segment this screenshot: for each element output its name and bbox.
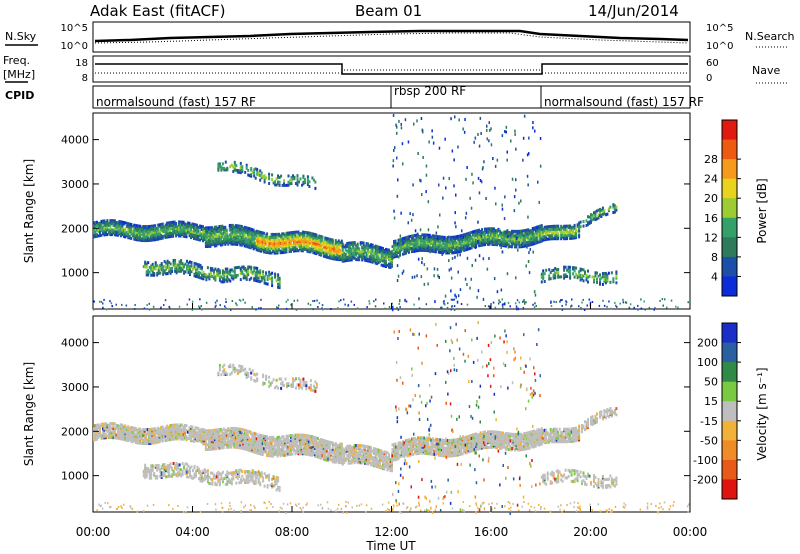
- velocity-colorbar-swatch: [722, 440, 737, 461]
- velocity-colorbar-tick-label: -15: [700, 415, 718, 428]
- velocity-colorbar-tick-label: 50: [704, 376, 718, 389]
- power-ytick-label: 1000: [61, 267, 89, 280]
- power-colorbar-tick-label: 8: [711, 251, 718, 264]
- freq-tick-bottom: 8: [82, 73, 88, 84]
- sky-tick-top: 10^5: [61, 23, 88, 34]
- power-colorbar-tick-label: 28: [704, 153, 718, 166]
- power-colorbar: 4 8 12 16 20 24 28: [704, 119, 741, 297]
- nsearch-trace: [94, 32, 689, 44]
- cpid-segment-2: rbsp 200 RF: [394, 84, 466, 98]
- power-colorbar-swatch: [722, 276, 737, 297]
- velocity-ytick-label: 2000: [61, 425, 89, 438]
- time-tick-label: 20:00: [573, 525, 608, 539]
- time-axis-label: Time UT: [365, 539, 416, 553]
- nave-label: Nave: [752, 64, 780, 77]
- beam-title: Beam 01: [355, 2, 422, 20]
- time-tick-label: 00:00: [76, 525, 111, 539]
- nave-trace: [95, 69, 688, 74]
- power-colorbar-label: Power [dB]: [755, 178, 769, 243]
- velocity-y-ticks: 1000 2000 3000 4000: [61, 337, 690, 483]
- velocity-colorbar-label: Velocity [m s⁻¹]: [755, 367, 769, 460]
- power-colorbar-tick-label: 24: [704, 173, 718, 186]
- search-tick-bottom: 10^0: [706, 41, 733, 52]
- velocity-colorbar-swatch: [722, 381, 737, 402]
- nave-tick-bottom: 0: [706, 73, 712, 84]
- velocity-colorbar-tick-label: -200: [693, 473, 718, 486]
- power-colorbar-swatch: [722, 217, 737, 238]
- search-tick-top: 10^5: [706, 23, 733, 34]
- velocity-colorbar-swatch: [722, 401, 737, 422]
- freq-panel-frame: [92, 55, 691, 83]
- power-y-ticks: 1000 2000 3000 4000: [61, 134, 690, 280]
- power-colorbar-frame: [721, 119, 738, 297]
- power-colorbar-tick-label: 4: [711, 270, 718, 283]
- velocity-colorbar-swatch: [722, 362, 737, 383]
- cpid-label: CPID: [5, 89, 34, 102]
- velocity-ytick-label: 1000: [61, 470, 89, 483]
- velocity-colorbar-tick-label: 200: [697, 337, 718, 350]
- freq-label-1: Freq.: [3, 54, 30, 67]
- nsky-label: N.Sky: [5, 30, 37, 43]
- power-colorbar-tick-label: 20: [704, 192, 718, 205]
- time-tick-label: 16:00: [474, 525, 509, 539]
- velocity-colorbar-tick-label: -50: [700, 434, 718, 447]
- nave-tick-top: 60: [706, 58, 719, 69]
- power-colorbar-swatch: [722, 159, 737, 180]
- velocity-colorbar: 200 100 50 15 -15 -50 -100 -200: [693, 322, 741, 500]
- power-data-layer: [93, 114, 689, 312]
- velocity-colorbar-swatch: [722, 479, 737, 500]
- freq-trace: [95, 63, 688, 75]
- power-colorbar-swatch: [722, 237, 737, 258]
- time-tick-label: 00:00: [673, 525, 708, 539]
- velocity-colorbar-swatch: [722, 459, 737, 480]
- station-title: Adak East (fitACF): [90, 2, 225, 20]
- power-colorbar-swatch: [722, 120, 737, 141]
- power-colorbar-swatch: [722, 178, 737, 199]
- power-colorbar-tick-label: 16: [704, 212, 718, 225]
- velocity-colorbar-tick-label: 100: [697, 356, 718, 369]
- time-tick-label: 08:00: [275, 525, 310, 539]
- power-panel: 1000 2000 3000 4000 Slant Range [km] 4 8 12 16…: [22, 112, 769, 312]
- power-ytick-label: 4000: [61, 134, 89, 147]
- velocity-colorbar-swatch: [722, 420, 737, 441]
- velocity-colorbar-tick-label: 15: [704, 395, 718, 408]
- power-colorbar-swatch: [722, 198, 737, 219]
- time-axis-ticks: 00:00 04:00 08:00 12:00 16:00 20:00 00:00: [76, 303, 708, 539]
- date-title: 14/Jun/2014: [588, 2, 679, 20]
- noise-panel-frame: [92, 21, 691, 53]
- velocity-colorbar-swatch: [722, 323, 737, 344]
- power-ytick-label: 3000: [61, 178, 89, 191]
- velocity-data-layer: [93, 321, 690, 515]
- cpid-segment-1: normalsound (fast) 157 RF: [96, 95, 256, 109]
- velocity-ytick-label: 4000: [61, 337, 89, 350]
- power-ytick-label: 2000: [61, 222, 89, 235]
- freq-tick-top: 18: [75, 58, 88, 69]
- time-tick-label: 12:00: [374, 525, 409, 539]
- velocity-panel: 1000 2000 3000 4000 Slant Range [km] 200 100…: [22, 315, 769, 515]
- power-colorbar-tick-label: 12: [704, 231, 718, 244]
- sky-tick-bottom: 10^0: [61, 41, 88, 52]
- freq-label-2: [MHz]: [3, 68, 35, 81]
- power-colorbar-swatch: [722, 139, 737, 160]
- velocity-ytick-label: 3000: [61, 381, 89, 394]
- nsearch-label: N.Search: [745, 30, 795, 43]
- velocity-ylabel: Slant Range [km]: [22, 362, 36, 466]
- cpid-segment-3: normalsound (fast) 157 RF: [544, 95, 704, 109]
- power-ylabel: Slant Range [km]: [22, 159, 36, 263]
- velocity-colorbar-frame: [721, 322, 738, 500]
- power-colorbar-swatch: [722, 256, 737, 277]
- velocity-colorbar-tick-label: -100: [693, 454, 718, 467]
- time-tick-label: 04:00: [175, 525, 210, 539]
- velocity-colorbar-swatch: [722, 342, 737, 363]
- nsky-trace: [94, 29, 689, 43]
